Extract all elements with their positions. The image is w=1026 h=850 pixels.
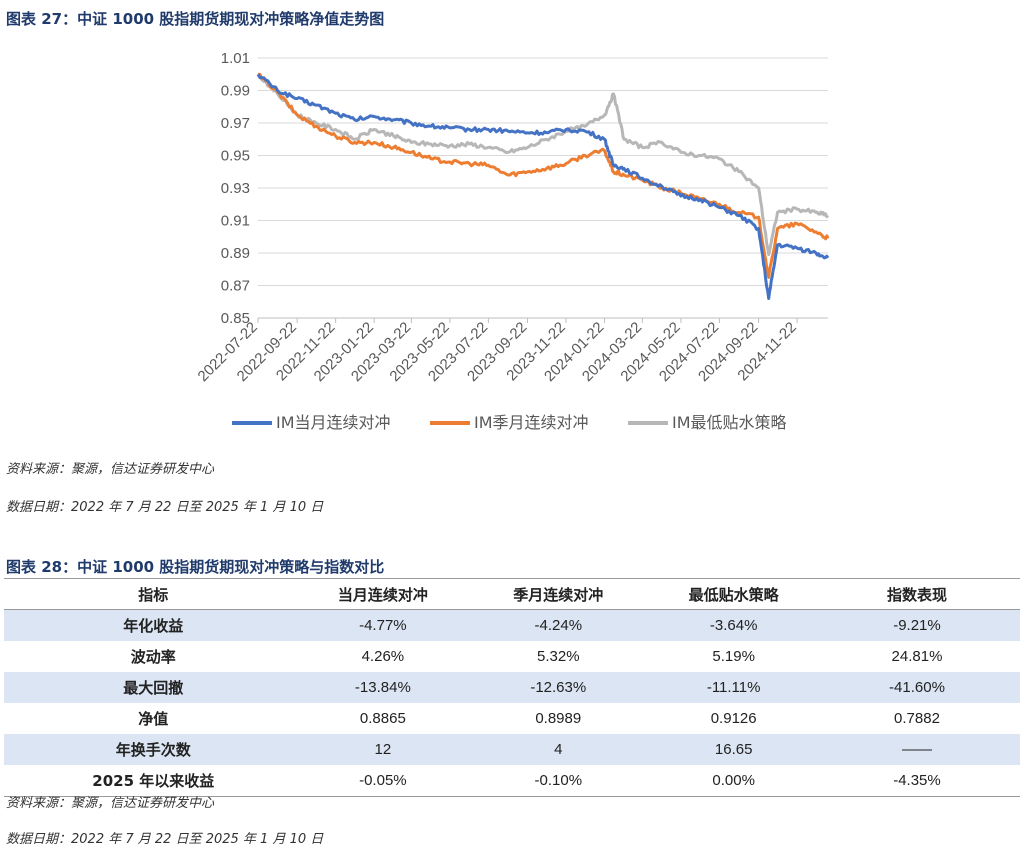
header-metric: 指标 <box>4 578 303 610</box>
y-tick-label: 0.93 <box>221 180 250 197</box>
table-cell: -13.84% <box>302 672 464 703</box>
table-cell: 16.65 <box>653 734 814 765</box>
y-tick-label: 0.87 <box>221 278 250 295</box>
row-label: 波动率 <box>130 648 176 666</box>
figure-27-source: 资料来源：聚源，信达证券研发中心 <box>6 462 215 477</box>
table-cell: 5.19% <box>712 648 755 665</box>
figure-28-title: 图表 28：中证 1000 股指期货期现对冲策略与指数对比 <box>6 558 385 576</box>
figure-27-title: 图表 27：中证 1000 股指期货期现对冲策略净值走势图 <box>6 10 385 28</box>
table-row: 年换手次数 12 4 16.65 —— <box>4 734 1020 765</box>
table-row: 最大回撤 -13.84% -12.63% -11.11% -41.60% <box>4 672 1020 703</box>
table-row: 净值 0.8865 0.8989 0.9126 0.7882 <box>4 703 1020 734</box>
table-row: 波动率 4.26% 5.32% 5.19% 24.81% <box>4 641 1020 672</box>
table-cell: -4.24% <box>463 609 654 641</box>
y-tick-label: 0.97 <box>221 115 250 132</box>
y-tick-label: 0.91 <box>221 213 250 230</box>
table-cell: 5.32% <box>537 648 580 665</box>
table-cell: -3.64% <box>653 609 814 641</box>
table-cell: -12.63% <box>463 672 654 703</box>
table-cell: 0.9126 <box>710 710 757 727</box>
series-line-0 <box>256 73 830 300</box>
table-cell: 0.7882 <box>894 710 940 727</box>
y-tick-label: 1.01 <box>221 50 250 67</box>
y-tick-label: 0.85 <box>221 310 250 327</box>
header-min-discount: 最低贴水策略 <box>653 578 814 610</box>
table-row: 年化收益 -4.77% -4.24% -3.64% -9.21% <box>4 609 1020 641</box>
table-cell: -0.10% <box>463 765 654 797</box>
table-cell: 0.00% <box>653 765 814 797</box>
header-index: 指数表现 <box>813 578 1020 610</box>
header-monthly-hedge: 当月连续对冲 <box>302 578 464 610</box>
row-label: 年换手次数 <box>4 734 303 765</box>
figure-27-date-note: 数据日期：2022 年 7 月 22 日至 2025 年 1 月 10 日 <box>6 500 324 515</box>
row-label: 年化收益 <box>4 609 303 641</box>
table-cell: -11.11% <box>653 672 814 703</box>
table-header-row: 指标 当月连续对冲 季月连续对冲 最低贴水策略 指数表现 <box>4 578 1020 610</box>
comparison-table: 指标 当月连续对冲 季月连续对冲 最低贴水策略 指数表现 年化收益 -4.77%… <box>4 578 1020 797</box>
table-cell: 12 <box>302 734 464 765</box>
table-cell: -4.35% <box>813 765 1020 797</box>
table-cell: 0.8989 <box>535 710 582 727</box>
table-cell: 4 <box>463 734 654 765</box>
row-label: 最大回撤 <box>4 672 303 703</box>
y-tick-label: 0.89 <box>221 245 250 262</box>
y-axis: 1.01 0.99 0.97 0.95 0.93 0.91 0.89 0.87 0.85 <box>221 50 250 327</box>
row-label: 净值 <box>138 710 169 728</box>
table-cell: -41.60% <box>813 672 1020 703</box>
header-quarterly-hedge: 季月连续对冲 <box>463 578 654 610</box>
table-cell: 4.26% <box>361 648 405 665</box>
y-tick-label: 0.95 <box>221 148 250 165</box>
table-cell: -4.77% <box>302 609 464 641</box>
figure-28-source: 资料来源：聚源，信达证券研发中心 <box>6 796 215 811</box>
y-tick-label: 0.99 <box>221 83 250 100</box>
line-chart-svg: 1.010.990.970.950.930.910.890.870.85 202… <box>190 38 850 450</box>
series-lines <box>256 72 830 300</box>
legend-label-2: IM最低贴水策略 <box>672 413 787 432</box>
legend-label-1: IM季月连续对冲 <box>474 413 589 432</box>
table-cell: -9.21% <box>813 609 1020 641</box>
table-row: 2025 年以来收益 -0.05% -0.10% 0.00% -4.35% <box>4 765 1020 797</box>
chart-background <box>190 38 850 450</box>
table-cell: -0.05% <box>302 765 464 797</box>
series-line-1 <box>257 72 830 279</box>
table-cell: 0.8865 <box>359 710 406 727</box>
legend-label-0: IM当月连续对冲 <box>276 413 391 432</box>
net-value-chart: 1.01 0.99 0.97 0.95 0.93 0.91 0.89 0.87 0.85 202… <box>190 38 850 450</box>
table-cell: 24.81% <box>891 648 943 665</box>
table-cell: —— <box>813 734 1020 765</box>
figure-28-date-note: 数据日期：2022 年 7 月 22 日至 2025 年 1 月 10 日 <box>6 832 324 847</box>
chart-legend: IM当月连续对冲 IM季月连续对冲 IM最低贴水策略 <box>232 413 787 432</box>
row-label: 2025 年以来收益 <box>4 765 303 797</box>
